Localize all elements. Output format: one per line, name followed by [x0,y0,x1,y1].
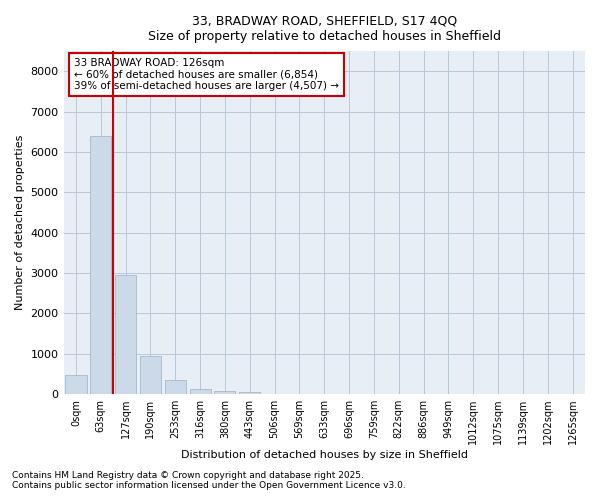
Text: Contains HM Land Registry data © Crown copyright and database right 2025.
Contai: Contains HM Land Registry data © Crown c… [12,470,406,490]
Y-axis label: Number of detached properties: Number of detached properties [15,135,25,310]
X-axis label: Distribution of detached houses by size in Sheffield: Distribution of detached houses by size … [181,450,468,460]
Title: 33, BRADWAY ROAD, SHEFFIELD, S17 4QQ
Size of property relative to detached house: 33, BRADWAY ROAD, SHEFFIELD, S17 4QQ Siz… [148,15,501,43]
Text: 33 BRADWAY ROAD: 126sqm
← 60% of detached houses are smaller (6,854)
39% of semi: 33 BRADWAY ROAD: 126sqm ← 60% of detache… [74,58,339,91]
Bar [90,136,112,394]
Bar [140,356,161,394]
Bar [165,380,186,394]
Bar [214,391,235,394]
Bar [65,374,86,394]
Bar [190,389,211,394]
Bar [239,392,260,394]
Bar [115,275,136,394]
